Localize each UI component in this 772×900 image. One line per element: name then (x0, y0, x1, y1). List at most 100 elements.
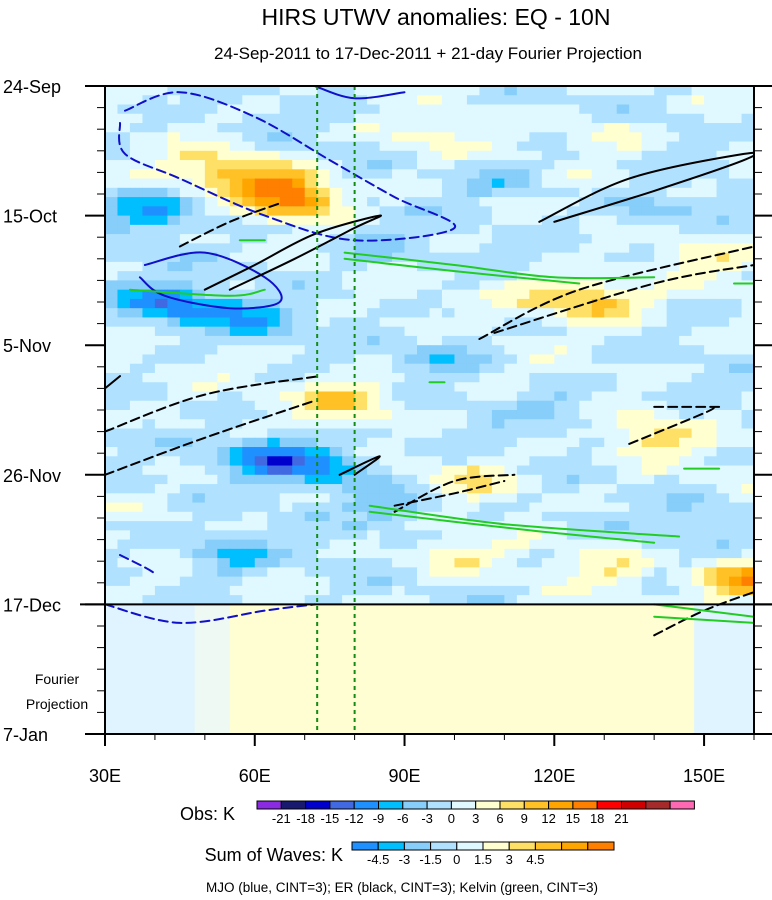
anomaly-cell (679, 104, 693, 115)
anomaly-cell (704, 187, 718, 198)
anomaly-cell (279, 224, 293, 235)
anomaly-cell (454, 539, 468, 550)
anomaly-cell (229, 187, 243, 198)
anomaly-cell (741, 400, 754, 411)
anomaly-cell (441, 141, 456, 152)
anomaly-cell (279, 372, 293, 383)
anomaly-cell (317, 206, 331, 217)
anomaly-cell (654, 511, 668, 522)
anomaly-cell (491, 558, 505, 568)
anomaly-cell (516, 456, 530, 467)
anomaly-cell (267, 234, 281, 244)
anomaly-cell (541, 502, 555, 513)
anomaly-cell (591, 243, 605, 254)
anomaly-cell (229, 558, 243, 568)
anomaly-cell (579, 261, 593, 272)
anomaly-cell (504, 567, 518, 578)
anomaly-cell (217, 465, 231, 476)
anomaly-cell (267, 86, 281, 96)
anomaly-cell (654, 567, 668, 578)
anomaly-cell (379, 271, 393, 281)
anomaly-cell (142, 178, 156, 189)
anomaly-cell (192, 197, 206, 207)
anomaly-cell (591, 234, 605, 244)
anomaly-cell (454, 261, 468, 272)
anomaly-cell (254, 428, 268, 439)
anomaly-cell (641, 585, 655, 596)
anomaly-cell (167, 271, 181, 281)
anomaly-cell (654, 113, 668, 124)
kelvin-contour (653, 615, 754, 624)
anomaly-cell (329, 484, 343, 494)
anomaly-cell (292, 474, 306, 485)
anomaly-cell (292, 456, 306, 467)
anomaly-cell (279, 447, 293, 457)
anomaly-cell (192, 243, 206, 254)
anomaly-cell (616, 539, 630, 550)
anomaly-cell (329, 289, 343, 300)
anomaly-cell (441, 160, 456, 170)
anomaly-cell (417, 530, 431, 541)
anomaly-cell (566, 372, 580, 383)
anomaly-cell (279, 326, 293, 337)
anomaly-cell (566, 345, 580, 356)
reference-longitude-lines (316, 86, 356, 734)
anomaly-cell (666, 123, 680, 133)
anomaly-cell (591, 308, 605, 319)
anomaly-cell (679, 187, 693, 198)
x-tick-label: 60E (239, 766, 271, 786)
anomaly-cell (516, 86, 530, 96)
anomaly-cell (741, 261, 754, 272)
anomaly-cell (417, 178, 431, 189)
anomaly-cell (354, 400, 368, 411)
colorbar-swatch (329, 800, 355, 810)
anomaly-cell (516, 141, 530, 152)
anomaly-cell (392, 456, 406, 467)
anomaly-cell (129, 502, 144, 513)
anomaly-cell (192, 354, 206, 365)
anomaly-cell (429, 354, 443, 365)
anomaly-cell (392, 104, 406, 115)
anomaly-cell (441, 224, 456, 235)
anomaly-cell (154, 326, 168, 337)
anomaly-cell (691, 326, 705, 337)
anomaly-cell (691, 169, 705, 180)
anomaly-cell (342, 558, 356, 568)
anomaly-cell (392, 419, 406, 430)
anomaly-cell (491, 502, 505, 513)
anomaly-cell (641, 400, 655, 411)
anomaly-cell (329, 595, 343, 605)
anomaly-cell (342, 391, 356, 402)
anomaly-cell (591, 289, 605, 300)
anomaly-cell (566, 456, 580, 467)
anomaly-cell (591, 132, 605, 143)
anomaly-cell (616, 326, 630, 337)
anomaly-cell (679, 502, 693, 513)
anomaly-cell (179, 335, 193, 346)
anomaly-cell (267, 511, 281, 522)
anomaly-cell (292, 363, 306, 374)
anomaly-cell (129, 530, 144, 541)
anomaly-cell (329, 335, 343, 346)
anomaly-cell (616, 437, 630, 448)
colorbar-tick-label: -18 (296, 811, 315, 826)
anomaly-cell (704, 548, 718, 559)
anomaly-cell (716, 521, 730, 531)
anomaly-cell (691, 521, 705, 531)
anomaly-cell (666, 345, 680, 356)
anomaly-cell (566, 280, 580, 291)
anomaly-cell (117, 326, 131, 337)
anomaly-cell (242, 484, 256, 494)
anomaly-cell (641, 521, 655, 531)
anomaly-cell (367, 150, 381, 161)
anomaly-cell (529, 558, 543, 568)
anomaly-cell (504, 243, 518, 254)
anomaly-cell (329, 530, 343, 541)
anomaly-cell (516, 576, 530, 587)
anomaly-cell (204, 160, 218, 170)
anomaly-cell (204, 511, 218, 522)
anomaly-cell (491, 206, 505, 217)
anomaly-cell (329, 150, 343, 161)
anomaly-cell (129, 326, 144, 337)
anomaly-cell (704, 419, 718, 430)
